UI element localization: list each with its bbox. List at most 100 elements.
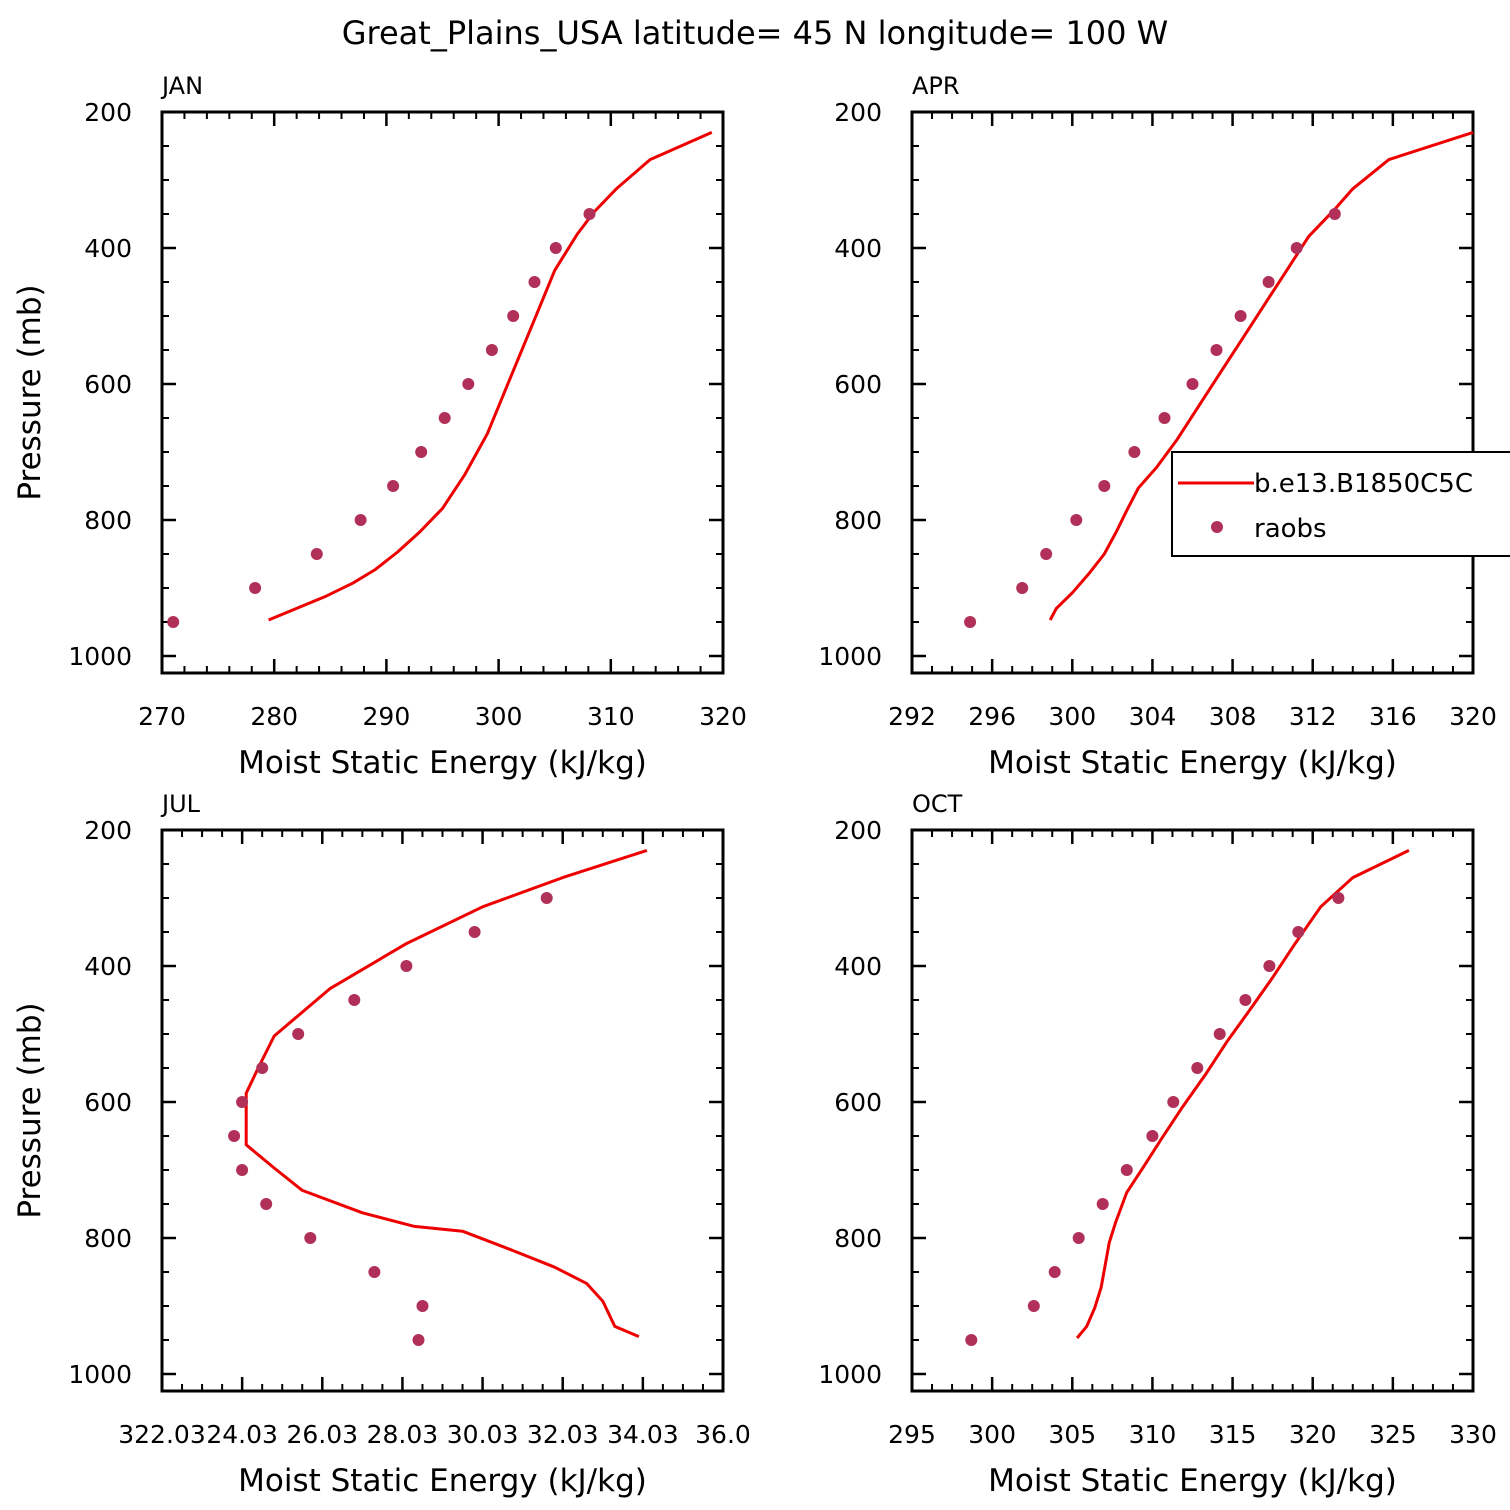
- raobs-point: [540, 892, 553, 904]
- y-tick-label: 600: [834, 1088, 882, 1117]
- raobs-point: [1262, 276, 1275, 288]
- x-tick-label: 28.03: [367, 1420, 439, 1449]
- raobs-point: [1016, 582, 1029, 594]
- plot-frame: [910, 828, 1475, 1393]
- raobs-point: [236, 1096, 249, 1108]
- y-tick-label: 400: [84, 234, 132, 263]
- legend-marker-swatch: [1211, 521, 1223, 533]
- x-tick-label: 300: [1048, 702, 1096, 731]
- raobs-point: [468, 926, 481, 938]
- legend-label-model: b.e13.B1850C5C: [1254, 469, 1473, 499]
- legend-box: [1171, 451, 1510, 557]
- raobs-point: [412, 1334, 425, 1346]
- x-tick-label: 32.03: [527, 1420, 599, 1449]
- y-tick-label: 200: [834, 816, 882, 845]
- raobs-point: [1098, 480, 1111, 492]
- raobs-point: [1292, 926, 1305, 938]
- y-tick-label: 800: [84, 506, 132, 535]
- raobs-point: [1146, 1130, 1159, 1142]
- raobs-point: [354, 514, 367, 526]
- y-tick-label: 800: [84, 1224, 132, 1253]
- raobs-point: [228, 1130, 241, 1142]
- x-tick-label: 310: [587, 702, 635, 731]
- raobs-point: [1158, 412, 1171, 424]
- raobs-point: [400, 960, 413, 972]
- raobs-point: [462, 378, 475, 390]
- x-tick-label: 305: [1048, 1420, 1096, 1449]
- plot-frame: [910, 110, 1475, 675]
- raobs-point: [387, 480, 400, 492]
- raobs-point: [236, 1164, 249, 1176]
- y-tick-label: 1000: [68, 1360, 132, 1389]
- raobs-point: [348, 994, 361, 1006]
- y-tick-label: 800: [834, 1224, 882, 1253]
- raobs-point: [1070, 514, 1083, 526]
- x-tick-label: 34.03: [607, 1420, 679, 1449]
- raobs-point: [415, 446, 428, 458]
- raobs-point: [368, 1266, 381, 1278]
- raobs-point: [256, 1062, 269, 1074]
- legend-label-raobs: raobs: [1254, 514, 1327, 544]
- x-axis-label: Moist Static Energy (kJ/kg): [988, 1463, 1397, 1499]
- panel-label: JAN: [160, 72, 203, 100]
- model-profile-line: [1075, 849, 1410, 1339]
- plot-frame: [160, 110, 725, 675]
- raobs-point: [249, 582, 262, 594]
- raobs-point: [583, 208, 596, 220]
- raobs-point: [507, 310, 520, 322]
- x-tick-label: 325: [1369, 1420, 1417, 1449]
- panel-label: JUL: [160, 790, 201, 818]
- y-tick-label: 1000: [818, 1360, 882, 1389]
- raobs-point: [416, 1300, 429, 1312]
- y-tick-label: 800: [834, 506, 882, 535]
- y-tick-label: 1000: [68, 642, 132, 671]
- x-tick-label: 308: [1209, 702, 1257, 731]
- x-tick-label: 312: [1289, 702, 1337, 731]
- model-profile-line: [244, 848, 648, 1338]
- raobs-point: [1210, 344, 1223, 356]
- x-tick-label: 320: [1289, 1420, 1337, 1449]
- panels-group: 270 280 290 300 310 320 200 400 600 800 1000 JAN Moi…: [12, 72, 1497, 1499]
- panel-jul: 322.03 24.03 26.03 28.03 30.03 32.03 34.03 36.0…: [12, 790, 751, 1499]
- x-tick-label: 316: [1369, 702, 1417, 731]
- x-tick-label: 300: [968, 1420, 1016, 1449]
- raobs-point: [485, 344, 498, 356]
- raobs-point: [1096, 1198, 1109, 1210]
- y-axis-label: Pressure (mb): [12, 1002, 48, 1218]
- raobs-point: [1234, 310, 1247, 322]
- raobs-point: [1186, 378, 1199, 390]
- y-tick-label: 400: [834, 952, 882, 981]
- raobs-point: [1167, 1096, 1180, 1108]
- x-tick-label: 30.03: [447, 1420, 519, 1449]
- x-tick-label: 24.03: [206, 1420, 278, 1449]
- x-axis-label: Moist Static Energy (kJ/kg): [988, 745, 1397, 781]
- x-tick-label: 310: [1129, 1420, 1177, 1449]
- model-profile-line: [268, 131, 713, 622]
- y-tick-label: 200: [834, 98, 882, 127]
- x-tick-label: 280: [250, 702, 298, 731]
- y-tick-label: 200: [84, 98, 132, 127]
- raobs-point: [310, 548, 323, 560]
- panel-jan: 270 280 290 300 310 320 200 400 600 800 1000 JAN Moi…: [12, 72, 747, 781]
- raobs-point: [167, 616, 180, 628]
- raobs-point: [1328, 208, 1341, 220]
- raobs-point: [292, 1028, 305, 1040]
- raobs-point: [1213, 1028, 1226, 1040]
- raobs-point: [1263, 960, 1276, 972]
- panel-oct: 295 300 305 310 315 320 325 330 200 400 600 800 1000…: [818, 790, 1496, 1499]
- raobs-point: [1027, 1300, 1040, 1312]
- legend: b.e13.B1850C5C raobs: [1171, 451, 1510, 557]
- raobs-point: [260, 1198, 273, 1210]
- y-tick-label: 1000: [818, 642, 882, 671]
- x-tick-label: 322.03: [118, 1420, 205, 1449]
- raobs-point: [1040, 548, 1053, 560]
- panel-label: OCT: [912, 790, 963, 818]
- raobs-point: [965, 1334, 978, 1346]
- raobs-point: [964, 616, 977, 628]
- raobs-point: [1332, 892, 1345, 904]
- x-tick-label: 290: [363, 702, 411, 731]
- x-tick-label: 320: [1449, 702, 1497, 731]
- y-tick-label: 400: [834, 234, 882, 263]
- raobs-point: [1128, 446, 1141, 458]
